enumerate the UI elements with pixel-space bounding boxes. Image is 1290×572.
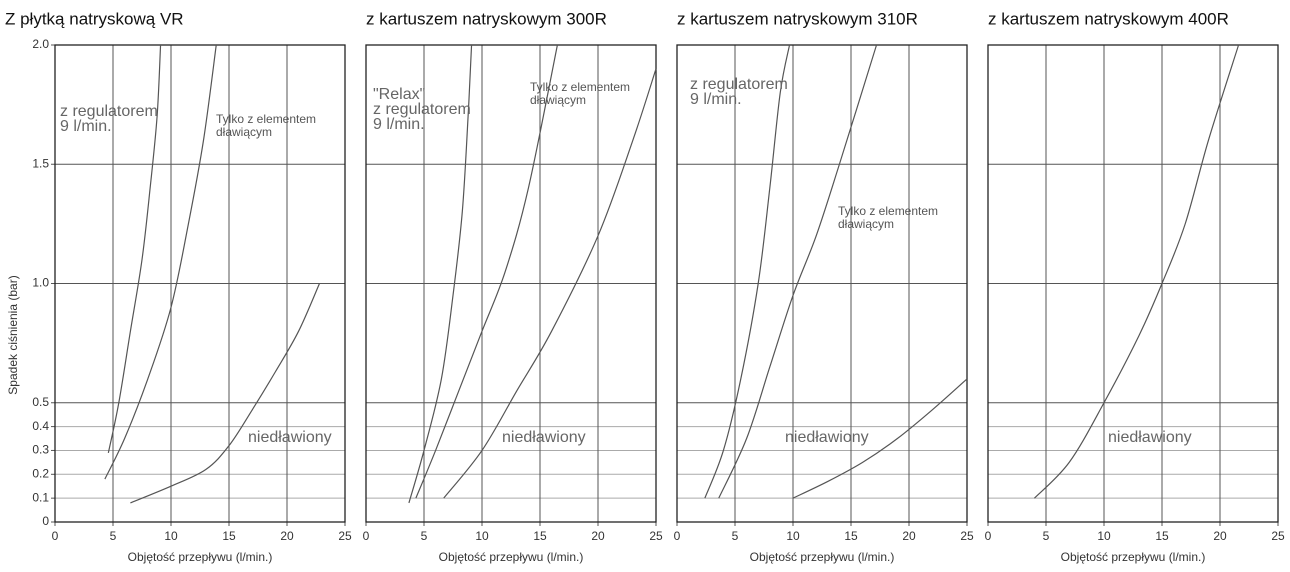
y-tick-label: 0.5 [32, 395, 49, 409]
x-tick-label: 0 [674, 529, 681, 543]
x-axis-label: Objętość przepływu (l/min.) [750, 550, 895, 564]
x-tick-label: 15 [1155, 529, 1169, 543]
annotation: "Relax" [373, 86, 425, 103]
curve [704, 44, 791, 499]
annotation: niedławiony [248, 429, 332, 446]
curve [443, 68, 657, 499]
x-tick-label: 25 [960, 529, 974, 543]
annotation: niedławiony [1108, 429, 1192, 446]
annotation: niedławiony [785, 429, 869, 446]
curve [408, 44, 473, 504]
y-tick-label: 1.5 [32, 156, 49, 170]
x-tick-label: 5 [421, 529, 428, 543]
x-tick-label: 25 [649, 529, 663, 543]
annotation: Tylko z elementem [838, 204, 938, 218]
x-tick-label: 20 [902, 529, 916, 543]
curve [104, 44, 217, 480]
y-tick-label: 0 [42, 514, 49, 528]
x-tick-label: 20 [1213, 529, 1227, 543]
x-tick-label: 5 [732, 529, 739, 543]
y-tick-label: 0.2 [32, 466, 49, 480]
x-tick-label: 10 [164, 529, 178, 543]
curve [1033, 44, 1240, 499]
x-tick-label: 25 [338, 529, 352, 543]
annotation: z regulatorem [60, 103, 158, 120]
annotation: z regulatorem [373, 101, 471, 118]
plot-frame [365, 44, 657, 523]
y-tick-label: 2.0 [32, 37, 49, 51]
annotation: 9 l/min. [373, 116, 425, 133]
plot-frame [54, 44, 346, 523]
annotation: dławiącym [216, 125, 272, 139]
x-axis-label: Objętość przepływu (l/min.) [439, 550, 584, 564]
x-tick-label: 20 [591, 529, 605, 543]
panel-title: z kartuszem natryskowym 400R [988, 9, 1229, 28]
curve [107, 44, 162, 453]
y-axis-label: Spadek ciśnienia (bar) [6, 275, 20, 394]
curve [415, 44, 558, 499]
x-tick-label: 15 [844, 529, 858, 543]
x-tick-label: 5 [110, 529, 117, 543]
plot-frame [676, 44, 968, 523]
x-tick-label: 10 [1097, 529, 1111, 543]
curve [718, 44, 878, 499]
x-tick-label: 25 [1271, 529, 1285, 543]
x-tick-label: 20 [280, 529, 294, 543]
curve [130, 283, 321, 504]
y-tick-label: 0.4 [32, 419, 49, 433]
x-tick-label: 0 [985, 529, 992, 543]
annotation: dławiącym [838, 217, 894, 231]
x-tick-label: 15 [222, 529, 236, 543]
x-tick-label: 5 [1043, 529, 1050, 543]
annotation: Tylko z elementem [216, 112, 316, 126]
annotation: z regulatorem [690, 76, 788, 93]
annotation: 9 l/min. [690, 91, 742, 108]
y-tick-label: 0.1 [32, 490, 49, 504]
panel-title: z kartuszem natryskowym 300R [366, 9, 607, 28]
annotation: Tylko z elementem [530, 80, 630, 94]
annotation: dławiącym [530, 93, 586, 107]
x-tick-label: 0 [363, 529, 370, 543]
x-axis-label: Objętość przepływu (l/min.) [128, 550, 273, 564]
x-tick-label: 15 [533, 529, 547, 543]
panel-title: Z płytką natryskową VR [5, 9, 184, 28]
y-tick-label: 0.3 [32, 443, 49, 457]
plot-frame [987, 44, 1279, 523]
annotation: 9 l/min. [60, 118, 112, 135]
x-tick-label: 10 [475, 529, 489, 543]
x-axis-label: Objętość przepływu (l/min.) [1061, 550, 1206, 564]
x-tick-label: 0 [52, 529, 59, 543]
x-tick-label: 10 [786, 529, 800, 543]
y-tick-label: 1.0 [32, 276, 49, 290]
annotation: niedławiony [502, 429, 586, 446]
curve [792, 378, 968, 499]
panel-title: z kartuszem natryskowym 310R [677, 9, 918, 28]
